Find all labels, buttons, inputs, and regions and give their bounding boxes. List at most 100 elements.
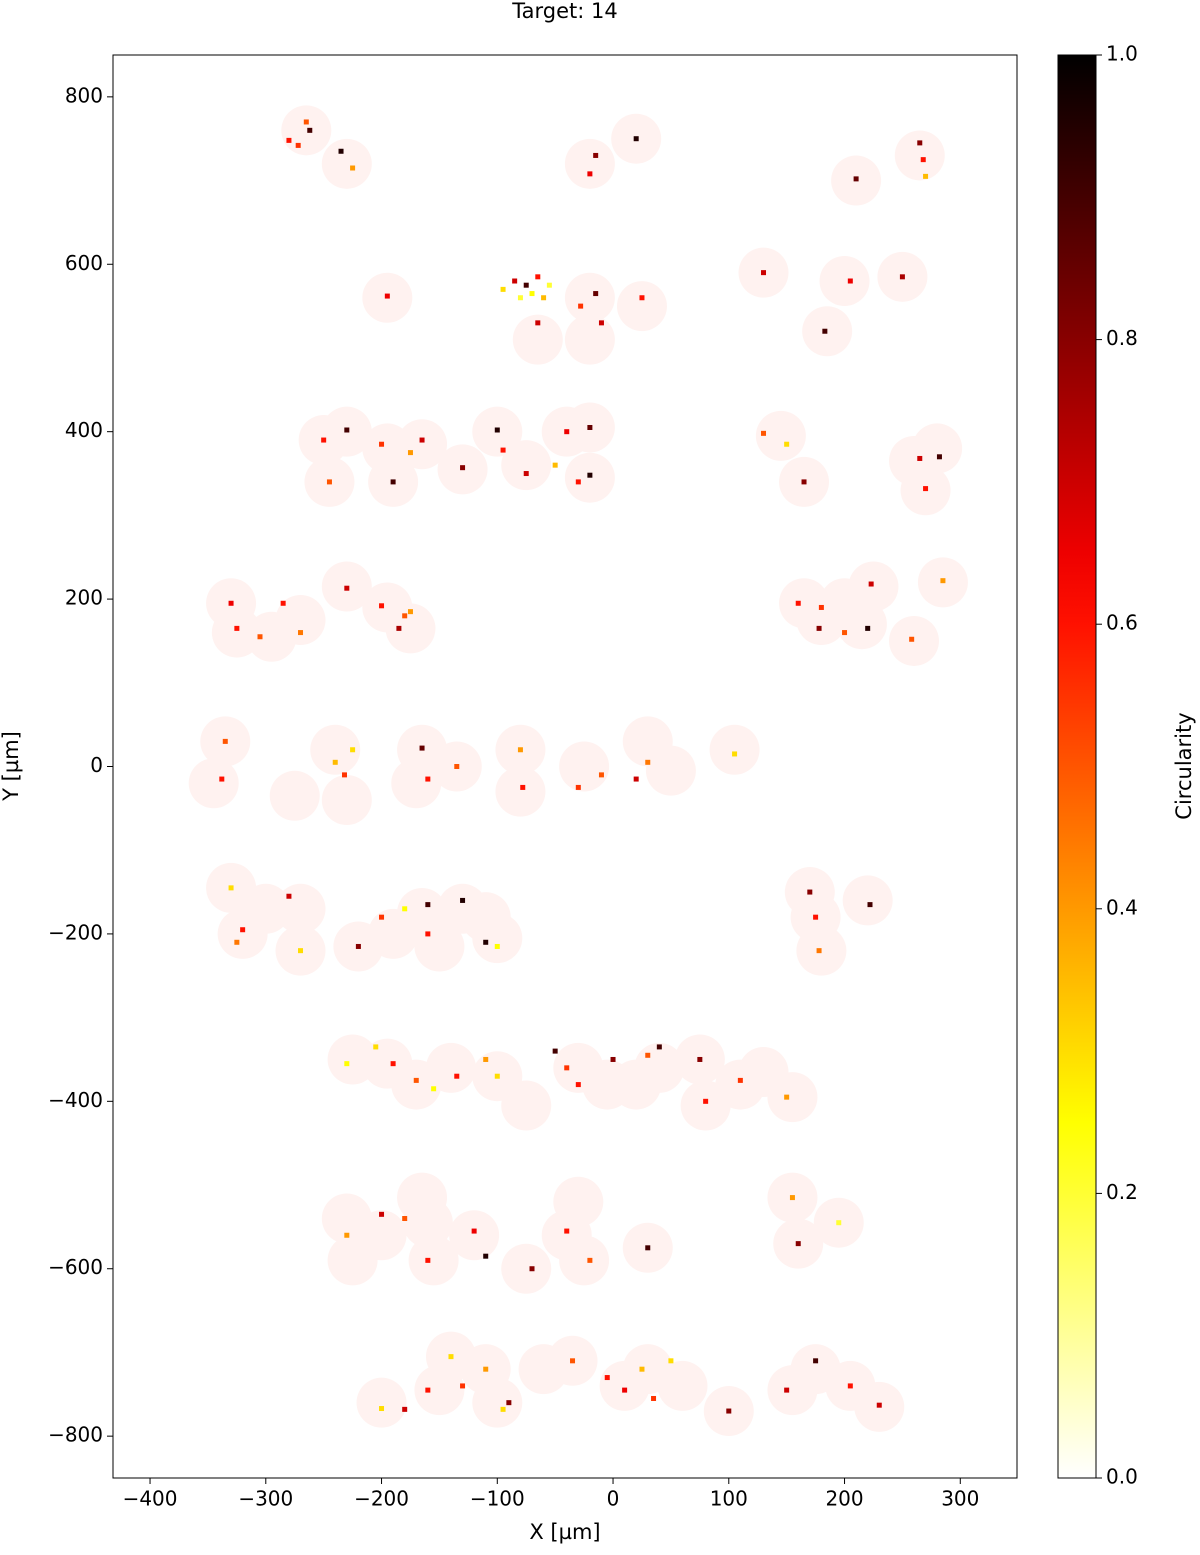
particle [517, 295, 523, 301]
x-tick-label: 300 [941, 1487, 979, 1511]
colorbar-tick-label: 0.8 [1106, 326, 1138, 350]
particle [460, 1383, 466, 1389]
particle [344, 1061, 350, 1067]
particle [425, 776, 431, 782]
particle [807, 889, 813, 895]
particle [633, 776, 639, 782]
region [512, 314, 563, 365]
region [472, 913, 523, 964]
colorbar-tick-label: 0.6 [1106, 611, 1138, 635]
particle [523, 282, 529, 288]
particle [564, 1228, 570, 1234]
x-tick-label: −400 [123, 1487, 178, 1511]
particle [868, 581, 874, 587]
particle [390, 479, 396, 485]
particle [598, 772, 604, 778]
region [188, 758, 239, 809]
region [819, 256, 870, 307]
particle [836, 1220, 842, 1226]
x-tick-label: −100 [470, 1487, 525, 1511]
region [755, 410, 806, 461]
region [501, 440, 552, 491]
particle [402, 1406, 408, 1412]
particle [419, 437, 425, 443]
particle [286, 137, 292, 143]
particle [298, 948, 304, 954]
particle [379, 1406, 385, 1412]
particle [303, 119, 309, 125]
region [848, 561, 899, 612]
particle [784, 441, 790, 447]
particle [604, 1375, 610, 1381]
particle [853, 176, 859, 182]
particle [500, 1406, 506, 1412]
particle [867, 902, 873, 908]
particle [286, 893, 292, 899]
particle [425, 1387, 431, 1393]
region [397, 419, 448, 470]
region [559, 1235, 610, 1286]
particle [228, 885, 234, 891]
x-tick-label: −300 [238, 1487, 293, 1511]
particle [257, 634, 263, 640]
particle [541, 295, 547, 301]
particle [847, 1383, 853, 1389]
particle [818, 604, 824, 610]
particle [876, 1402, 882, 1408]
particle [425, 1257, 431, 1263]
marks [188, 105, 968, 1437]
particle [298, 630, 304, 636]
particle [234, 939, 240, 945]
particle [483, 939, 489, 945]
particle [413, 1077, 419, 1083]
colorbar-tick-label: 0.2 [1106, 1180, 1138, 1204]
particle [454, 764, 460, 769]
particle [564, 429, 570, 435]
y-tick-label: 600 [65, 251, 103, 275]
particle [396, 625, 402, 631]
particle [639, 1366, 645, 1372]
particle [656, 1044, 662, 1050]
particle [234, 625, 240, 631]
region [275, 595, 326, 646]
particle [454, 1073, 460, 1079]
particle [219, 776, 225, 782]
region [391, 758, 442, 809]
particle [737, 1077, 743, 1083]
particle [379, 1211, 385, 1217]
region [501, 1243, 552, 1294]
region [894, 130, 945, 181]
region [269, 770, 320, 821]
particle [546, 282, 552, 288]
particle [761, 270, 767, 276]
region [281, 105, 332, 156]
particle [350, 165, 356, 171]
particle [761, 430, 767, 436]
particle [816, 625, 822, 631]
y-tick-label: −400 [48, 1088, 103, 1112]
x-tick-label: −200 [354, 1487, 409, 1511]
particle [431, 1086, 437, 1092]
particle [784, 1094, 790, 1100]
particle [593, 152, 599, 158]
x-axis-label: X [µm] [529, 1520, 600, 1544]
particle [332, 759, 338, 765]
particle [593, 291, 599, 297]
region [616, 281, 667, 332]
particle [520, 784, 526, 790]
particle [407, 609, 413, 615]
particle [598, 320, 604, 326]
region [472, 1377, 523, 1428]
colorbar-tick-label: 1.0 [1106, 42, 1138, 66]
particle [494, 1073, 500, 1079]
y-axis-label: Y [µm] [0, 731, 23, 802]
particle [587, 1257, 593, 1263]
particle [697, 1056, 703, 1062]
particle [940, 578, 946, 584]
y-tick-label: −600 [48, 1255, 103, 1279]
region [385, 603, 436, 654]
region [356, 1210, 407, 1261]
region [767, 1072, 818, 1123]
region [321, 774, 372, 825]
